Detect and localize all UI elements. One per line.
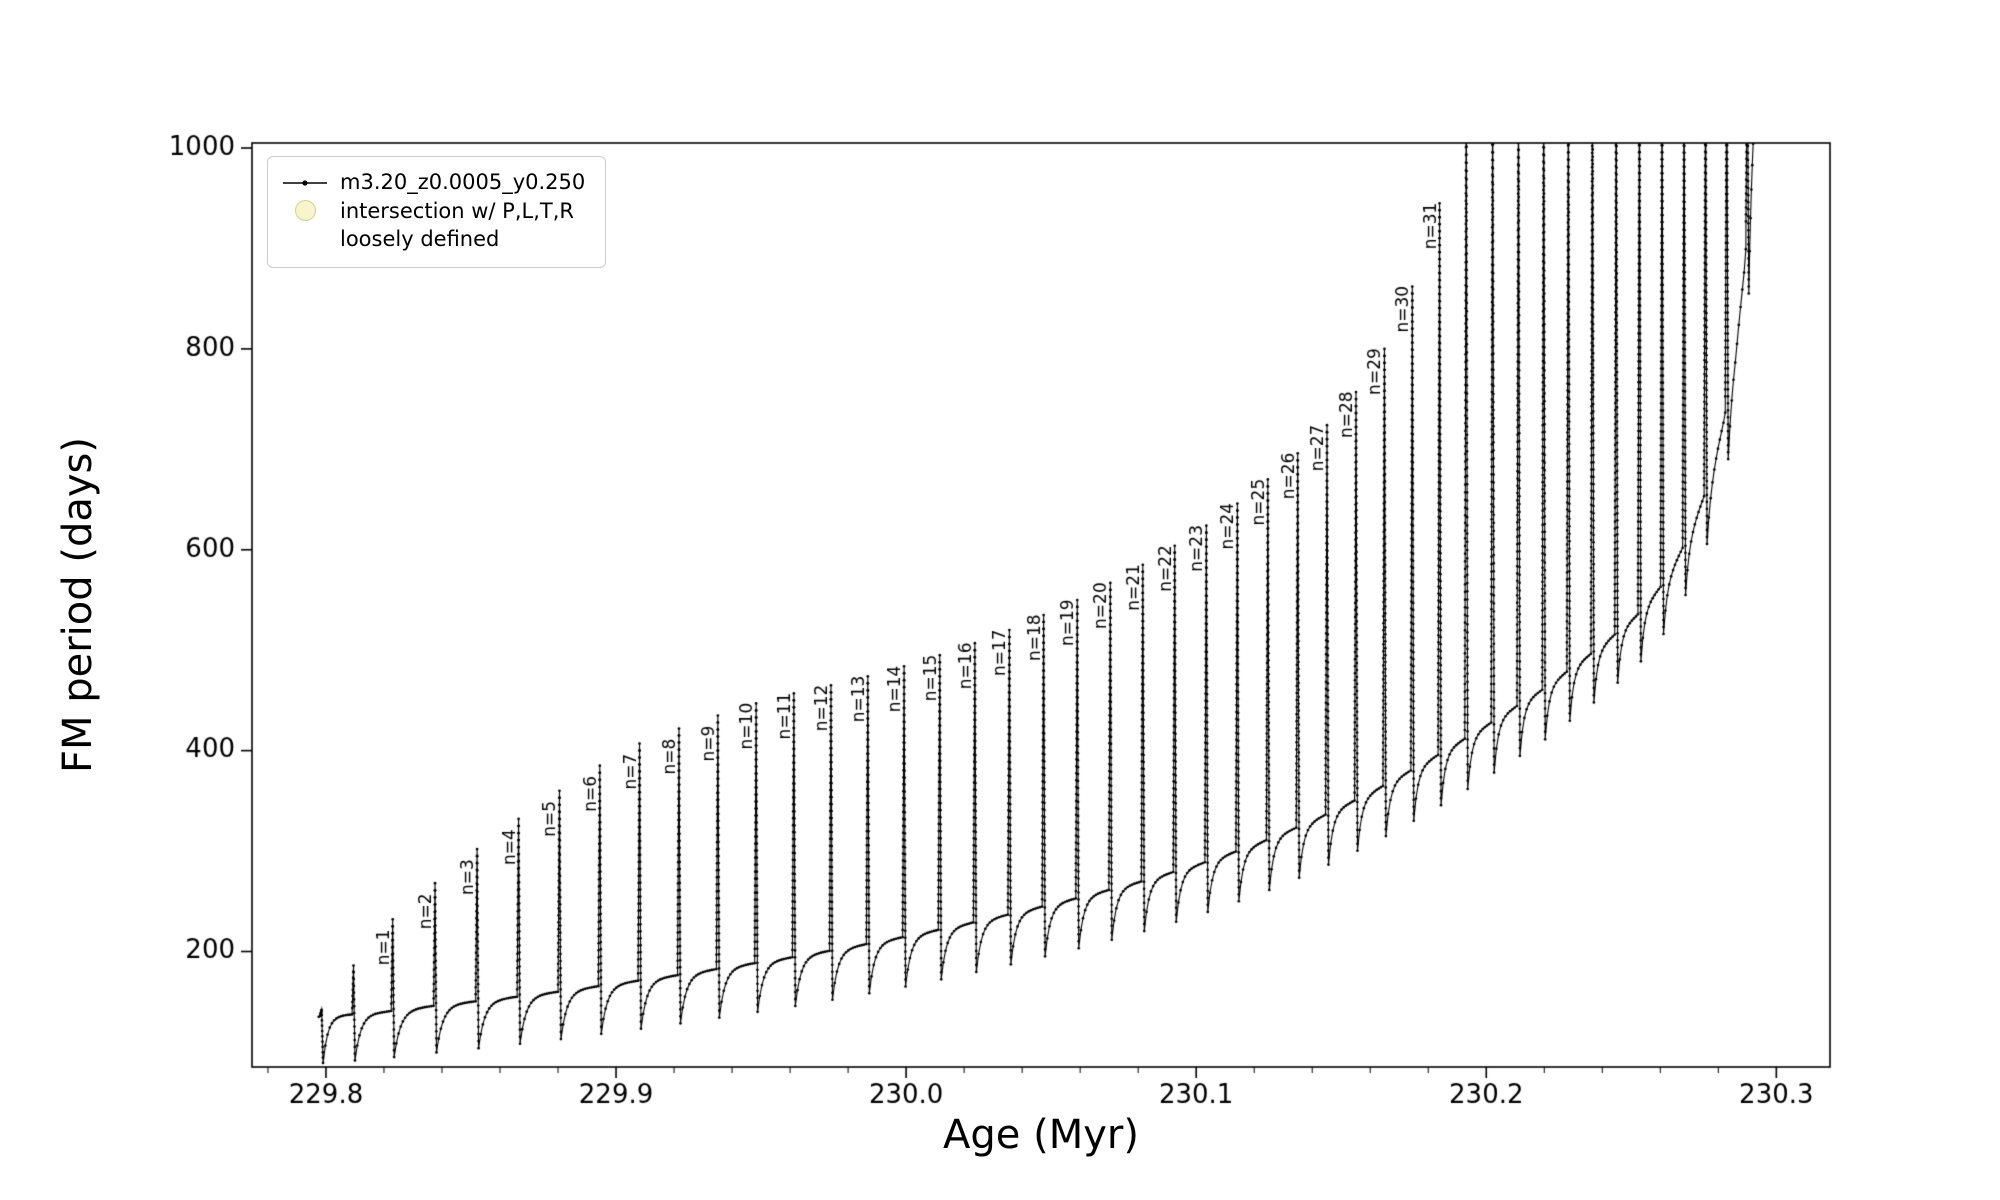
- legend: m3.20_z0.0005_y0.250 intersection w/ P,L…: [267, 156, 607, 268]
- legend-intersection-line2: loosely defined: [340, 226, 500, 251]
- line-dot-marker-icon: [282, 178, 328, 188]
- legend-entry-intersection: intersection w/ P,L,T,R loosely defined: [282, 198, 585, 253]
- legend-intersection-line1: intersection w/ P,L,T,R: [340, 199, 574, 224]
- circle-marker-icon: [282, 198, 328, 222]
- legend-entry-series: m3.20_z0.0005_y0.250: [282, 169, 585, 196]
- x-axis-label: Age (Myr): [943, 1112, 1139, 1158]
- y-axis-label: FM period (days): [55, 437, 101, 773]
- legend-series-label: m3.20_z0.0005_y0.250: [340, 170, 586, 194]
- legend-intersection-label: intersection w/ P,L,T,R loosely defined: [340, 198, 574, 253]
